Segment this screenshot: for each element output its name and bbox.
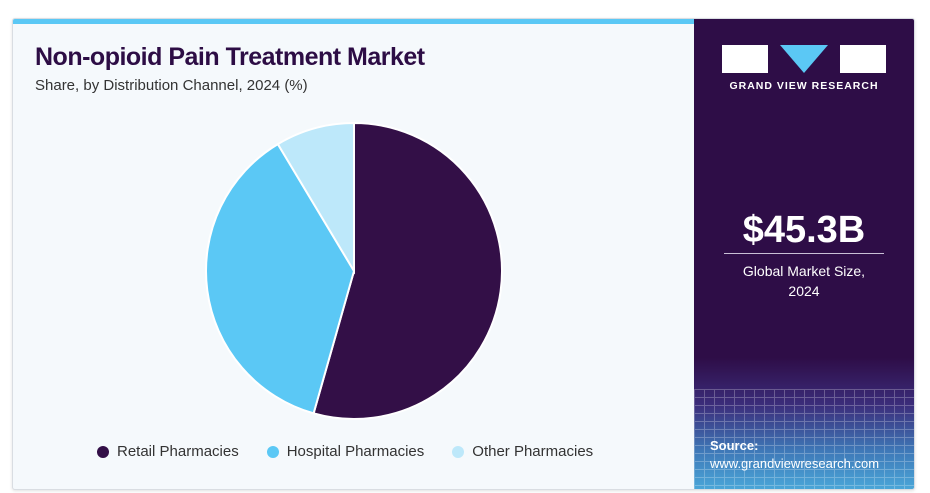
legend-item-hospital: Hospital Pharmacies — [266, 443, 424, 460]
legend-swatch — [452, 445, 465, 458]
gvr-logo: GRAND VIEW RESEARCH — [722, 45, 886, 92]
legend-item-other: Other Pharmacies — [452, 443, 593, 460]
divider — [724, 253, 884, 254]
pie-slice-retail — [312, 121, 503, 420]
legend-swatch — [266, 445, 279, 458]
market-size-label: Global Market Size, 2024 — [742, 263, 866, 299]
legend-item-retail: Retail Pharmacies — [97, 443, 239, 460]
chart-subtitle: Share, by Distribution Channel, 2024 (%) — [35, 77, 308, 94]
chart-card: Non-opioid Pain Treatment Market Share, … — [12, 18, 915, 490]
logo-block-g — [722, 45, 768, 73]
logo-triangle-v — [780, 45, 828, 73]
legend-swatch — [97, 445, 109, 458]
pie-chart — [205, 121, 503, 420]
market-size-value: $45.3B — [742, 209, 866, 251]
source: Source: www.grandviewresearch.com — [710, 438, 880, 471]
logo-text: GRAND VIEW RESEARCH — [729, 80, 879, 92]
grid-decoration — [694, 389, 914, 489]
pie-slice-hospital — [205, 142, 356, 415]
legend: Retail Pharmacies Hospital Pharmacies Ot… — [97, 443, 593, 460]
accent-bar — [13, 19, 694, 24]
logo-block-r — [840, 45, 886, 73]
sidebar-panel: GRAND VIEW RESEARCH $45.3B Global Market… — [694, 19, 914, 489]
source-link[interactable]: www.grandviewresearch.com — [710, 456, 880, 471]
pie-slice-other — [276, 121, 355, 275]
chart-title: Non-opioid Pain Treatment Market — [35, 43, 425, 71]
